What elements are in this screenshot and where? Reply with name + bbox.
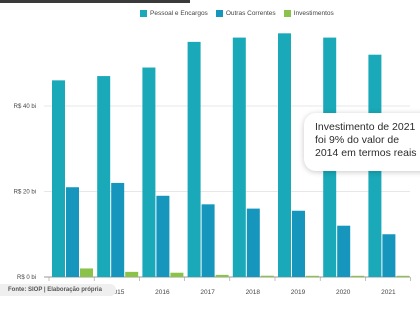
legend-swatch-outras: [215, 10, 223, 17]
bar-outras-correntes-2019: [292, 210, 305, 277]
x-tick-label: 2017: [200, 289, 215, 296]
bar-investimentos-2018: [260, 275, 274, 277]
annotation-line-2: foi 9% do valor de: [315, 134, 400, 146]
legend-item-pessoal: Pessoal e Encargos: [140, 10, 208, 17]
bar-outras-correntes-2020: [337, 225, 351, 277]
legend-label-pessoal: Pessoal e Encargos: [150, 10, 208, 17]
annotation-line-1: Investimento de 2021: [315, 121, 416, 133]
x-tick-label: 2019: [291, 289, 306, 296]
bar-pessoal-e-encargos-2014: [52, 80, 65, 277]
legend-label-outras: Outras Correntes: [225, 10, 276, 17]
bar-investimentos-2017: [215, 274, 229, 277]
bar-outras-correntes-2015: [111, 182, 125, 277]
bar-investimentos-2021: [396, 275, 410, 277]
bar-outras-correntes-2016: [156, 195, 170, 277]
bar-pessoal-e-encargos-2016: [142, 67, 156, 278]
bar-outras-correntes-2014: [66, 187, 79, 277]
annotation-line-3: 2014 em termos reais: [315, 147, 417, 159]
x-tick-label: 2018: [246, 289, 261, 296]
bar-outras-correntes-2017: [201, 204, 215, 277]
bar-outras-correntes-2021: [382, 234, 396, 277]
bar-pessoal-e-encargos-2019: [278, 33, 291, 278]
legend-item-investimentos: Investimentos: [283, 10, 334, 17]
legend: Pessoal e Encargos Outras Correntes Inve…: [140, 10, 334, 17]
x-tick-label: 2021: [381, 289, 396, 296]
y-tick-label: R$ 40 bi: [14, 104, 36, 110]
bar-investimentos-2014: [80, 268, 93, 277]
bar-pessoal-e-encargos-2018: [232, 37, 246, 277]
legend-label-investimentos: Investimentos: [293, 10, 334, 17]
legend-swatch-investimentos: [283, 10, 291, 17]
y-tick-label: R$ 0 bi: [17, 275, 36, 281]
x-tick-label: 2020: [336, 289, 351, 296]
x-tick-label: 2015: [110, 289, 125, 296]
source-note: Fonte: SIOP | Elaboração própria: [0, 284, 116, 296]
bar-investimentos-2016: [170, 272, 184, 277]
bar-investimentos-2020: [351, 275, 365, 277]
bar-pessoal-e-encargos-2017: [187, 41, 201, 277]
bar-pessoal-e-encargos-2015: [97, 76, 111, 277]
x-tick-label: 2016: [155, 289, 170, 296]
bar-investimentos-2019: [306, 275, 319, 277]
annotation-callout: Investimento de 2021 foi 9% do valor de …: [304, 113, 420, 171]
legend-item-outras: Outras Correntes: [215, 10, 276, 17]
bar-investimentos-2015: [125, 271, 139, 277]
y-tick-label: R$ 20 bi: [14, 190, 36, 196]
bar-outras-correntes-2018: [246, 208, 260, 277]
legend-swatch-pessoal: [140, 10, 147, 17]
top-decoration: [0, 0, 200, 6]
